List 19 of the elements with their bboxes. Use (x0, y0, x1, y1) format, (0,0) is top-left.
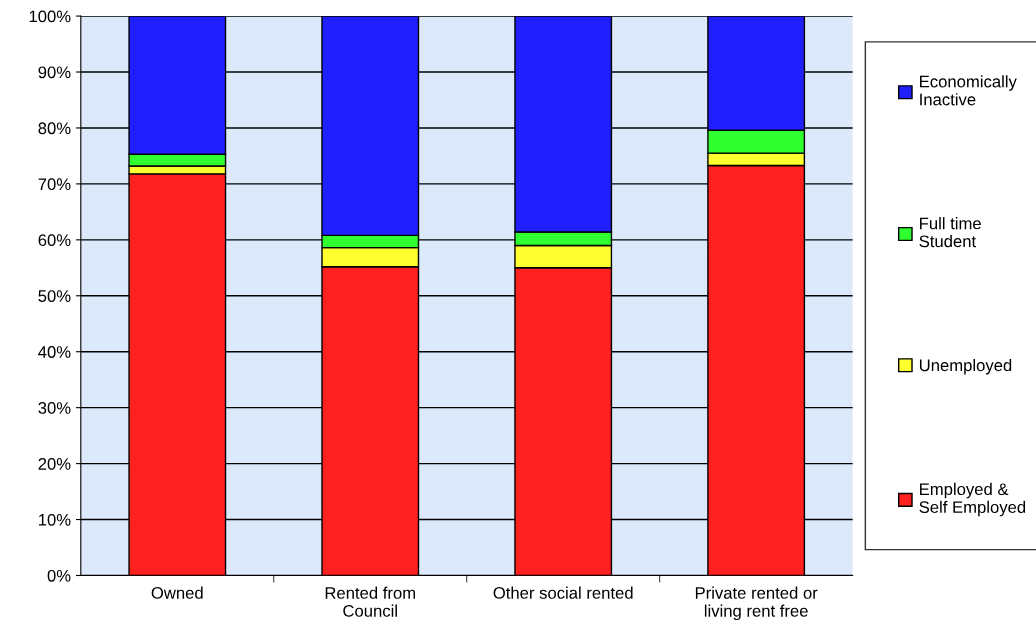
y-tick-label: 0% (47, 569, 71, 582)
y-tick-label: 60% (38, 234, 71, 247)
y-tick-label: 40% (38, 346, 71, 358)
y-tick-label: 90% (38, 66, 71, 79)
x-tick-label: Owned (151, 586, 203, 599)
x-tick-label: Private rented or living rent free (695, 586, 818, 621)
y-tick-label: 50% (38, 290, 71, 302)
legend-label: Economically Inactive (920, 75, 1017, 106)
legend-label: Unemployed (919, 358, 1012, 375)
y-tick-label: 80% (38, 122, 71, 135)
y-tick-label: 100% (29, 10, 71, 23)
legend-label: Full time Student (919, 217, 981, 248)
y-tick-label: 20% (38, 458, 71, 470)
y-tick-label: 70% (38, 178, 71, 191)
y-tick-label: 10% (39, 513, 71, 526)
y-tick-label: 30% (38, 402, 71, 414)
x-tick-label: Other social rented (493, 586, 633, 599)
legend-label: Employed & Self Employed (919, 482, 1026, 517)
x-tick-label: Rented from Council (325, 586, 415, 617)
